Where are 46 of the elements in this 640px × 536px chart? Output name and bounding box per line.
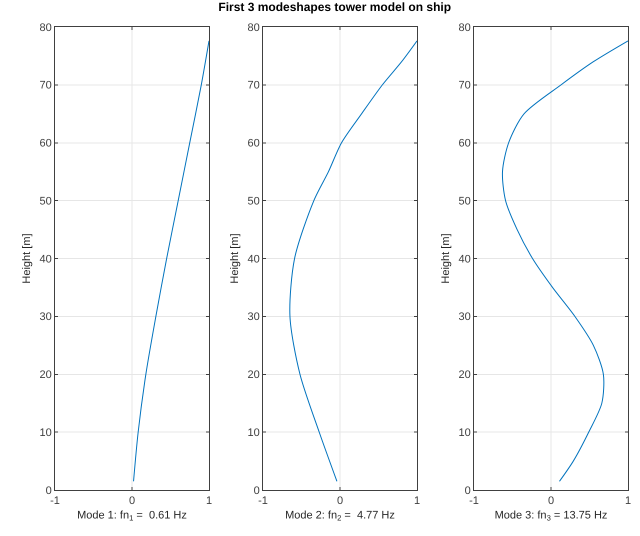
x-tick-label: 0 xyxy=(336,495,344,508)
y-tick-label: 0 xyxy=(464,484,471,497)
chart-title: First 3 modeshapes tower model on ship xyxy=(218,0,452,14)
line-series xyxy=(502,40,628,482)
y-axis-title: Height [m] xyxy=(21,233,34,284)
y-axis-title: Height [m] xyxy=(440,233,452,284)
y-tick-label: 50 xyxy=(248,195,260,208)
x-axis-title: Mode 3: fn$_{3}$ = 13.75 Hz xyxy=(494,509,608,523)
y-tick-label: 50 xyxy=(458,195,471,208)
y-tick-label: 70 xyxy=(248,80,260,92)
y-tick-label: 10 xyxy=(458,426,471,439)
y-tick-label: 20 xyxy=(248,369,260,382)
y-tick-label: 20 xyxy=(458,369,471,382)
y-tick-label: 10 xyxy=(248,426,260,439)
y-tick-label: 30 xyxy=(248,311,260,324)
x-tick-label: 0 xyxy=(128,495,136,508)
x-tick-label: -1 xyxy=(469,495,479,508)
line-series xyxy=(133,40,209,482)
y-tick-label: 70 xyxy=(458,80,471,92)
y-tick-label: 60 xyxy=(458,138,471,150)
y-tick-label: 80 xyxy=(40,22,52,34)
x-tick-label: 1 xyxy=(624,495,632,508)
y-tick-label: 10 xyxy=(40,426,52,439)
y-tick-label: 40 xyxy=(248,253,260,266)
y-tick-label: 50 xyxy=(40,195,52,208)
line-series xyxy=(289,40,417,482)
x-tick-label: 1 xyxy=(206,495,212,508)
y-tick-label: 60 xyxy=(248,138,260,150)
x-tick-label: -1 xyxy=(258,495,268,508)
y-tick-label: 30 xyxy=(40,311,52,324)
y-axis-title: Height [m] xyxy=(229,233,242,284)
y-tick-label: 0 xyxy=(254,484,260,497)
x-axis-title: Mode 1: fn$_{1}$ = 0.61 Hz xyxy=(77,509,187,523)
y-tick-label: 40 xyxy=(40,253,52,266)
y-tick-label: 30 xyxy=(458,311,471,324)
y-tick-label: 70 xyxy=(40,80,52,92)
y-tick-label: 80 xyxy=(458,22,471,34)
y-tick-label: 20 xyxy=(40,369,52,382)
x-axis-title: Mode 2: fn$_{2}$ = 4.77 Hz xyxy=(285,509,395,523)
y-tick-label: 0 xyxy=(46,484,52,497)
x-tick-label: 0 xyxy=(548,495,554,508)
y-tick-label: 60 xyxy=(40,138,52,150)
y-tick-label: 80 xyxy=(248,22,260,34)
y-tick-label: 40 xyxy=(458,253,471,266)
x-tick-label: 1 xyxy=(414,495,420,508)
x-tick-label: -1 xyxy=(50,495,60,508)
